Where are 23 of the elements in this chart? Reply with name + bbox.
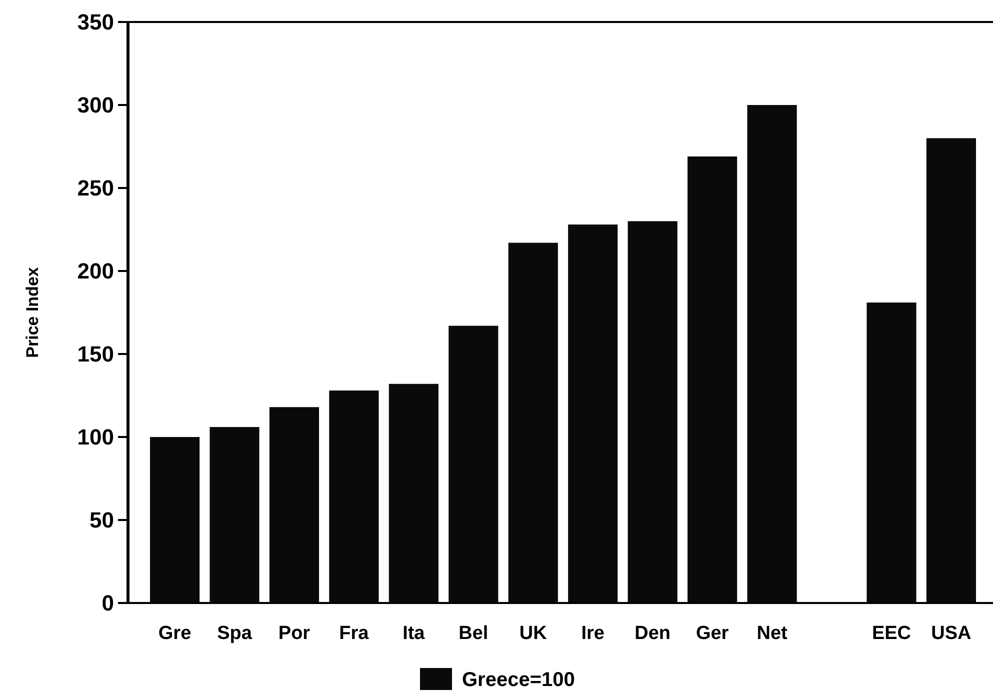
y-axis-title: Price Index <box>23 266 42 358</box>
y-tick-label: 100 <box>77 424 114 450</box>
x-tick-label: Por <box>278 623 311 644</box>
x-tick-label: Bel <box>458 623 488 644</box>
x-tick-label: Ire <box>581 623 604 644</box>
x-tick-label: Spa <box>217 623 252 644</box>
y-tick-label: 300 <box>77 92 114 118</box>
y-tick-label: 50 <box>90 508 114 533</box>
legend-label: Greece=100 <box>462 669 575 691</box>
y-tick-label: 250 <box>77 176 114 201</box>
x-tick-label: Den <box>634 623 671 644</box>
x-tick-label: Net <box>756 623 788 644</box>
x-tick-label: Ger <box>696 623 730 644</box>
x-tick-label: Gre <box>158 623 192 644</box>
y-tick-label: 0 <box>102 590 114 616</box>
x-tick-label: UK <box>519 623 548 644</box>
x-tick-label: USA <box>931 623 972 644</box>
x-tick-label: Fra <box>339 623 370 644</box>
y-tick-label: 350 <box>77 10 114 35</box>
y-tick-label: 200 <box>77 258 114 284</box>
y-tick-label: 150 <box>77 342 114 367</box>
x-tick-label: Ita <box>402 623 426 644</box>
x-tick-label: EEC <box>872 623 912 644</box>
